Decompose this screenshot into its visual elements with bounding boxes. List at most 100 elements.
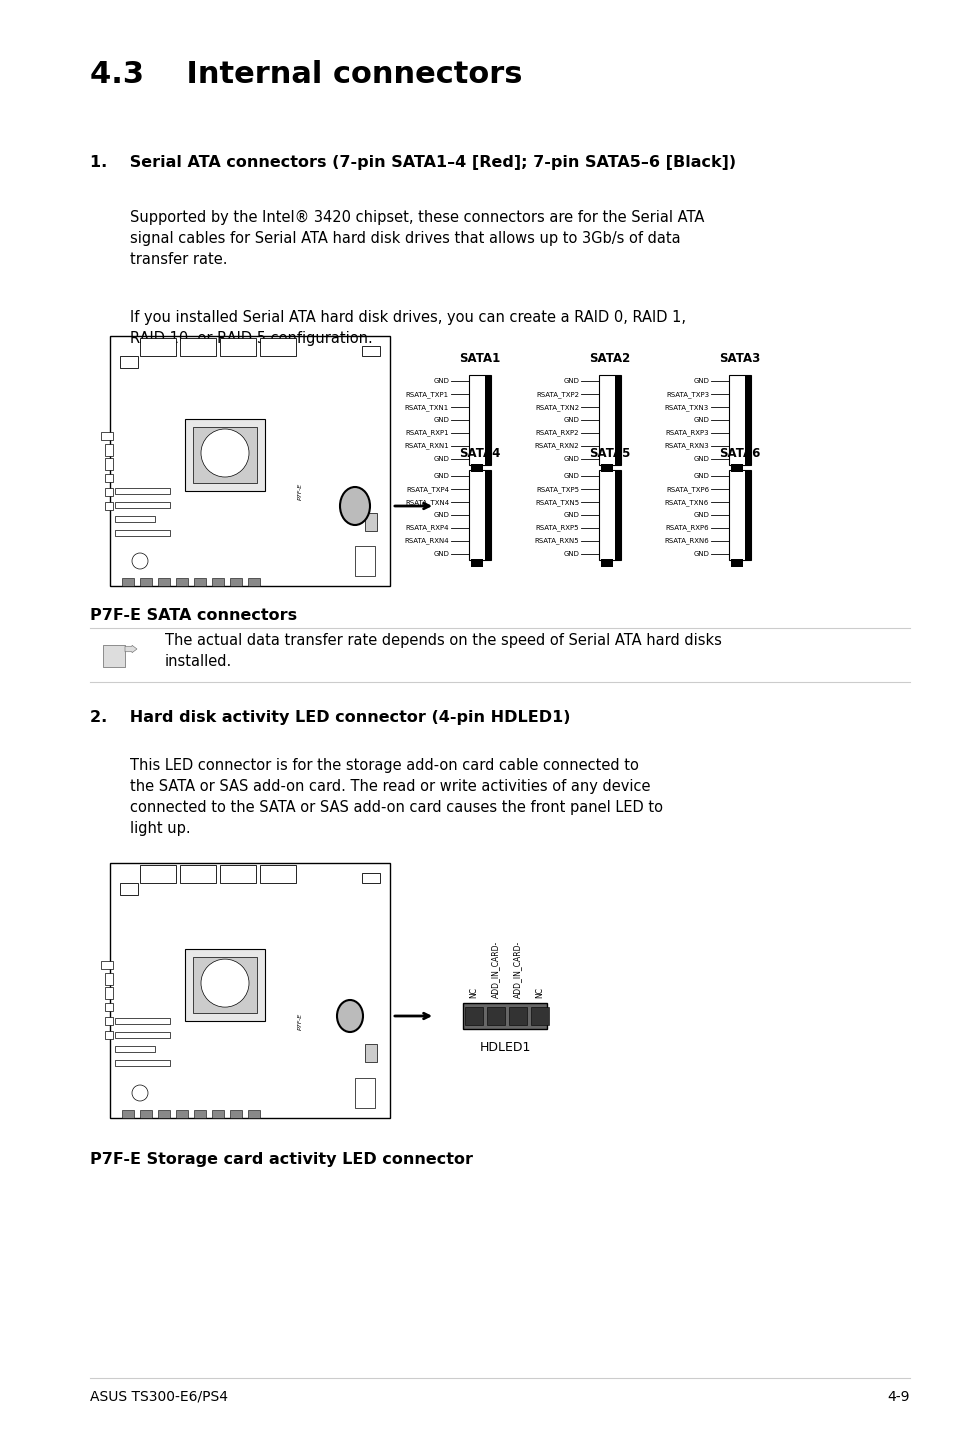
Text: GND: GND: [693, 417, 708, 423]
Bar: [230, 1110, 242, 1117]
Bar: [260, 338, 295, 357]
Text: HDLED1: HDLED1: [478, 1041, 530, 1054]
Circle shape: [201, 959, 249, 1007]
Bar: [122, 1110, 133, 1117]
Bar: [105, 457, 112, 470]
Text: RSATA_RXP3: RSATA_RXP3: [664, 430, 708, 436]
Bar: [115, 1045, 154, 1053]
Text: RSATA_RXN6: RSATA_RXN6: [663, 538, 708, 544]
Text: GND: GND: [693, 473, 708, 479]
Bar: [193, 578, 206, 587]
Bar: [115, 502, 170, 508]
Bar: [105, 487, 112, 496]
Bar: [260, 866, 295, 883]
Bar: [110, 863, 390, 1117]
Bar: [193, 427, 256, 483]
Bar: [175, 578, 188, 587]
Text: P7F-E SATA connectors: P7F-E SATA connectors: [90, 608, 296, 623]
Bar: [531, 1007, 548, 1025]
Bar: [180, 338, 215, 357]
Text: RSATA_TXP6: RSATA_TXP6: [665, 486, 708, 493]
Bar: [600, 559, 613, 567]
Bar: [355, 546, 375, 577]
Bar: [101, 431, 112, 440]
Circle shape: [201, 429, 249, 477]
Bar: [105, 444, 112, 456]
Text: ASUS TS300-E6/PS4: ASUS TS300-E6/PS4: [90, 1391, 228, 1403]
Text: RSATA_TXN6: RSATA_TXN6: [664, 499, 708, 506]
Text: 4.3    Internal connectors: 4.3 Internal connectors: [90, 60, 522, 89]
Text: RSATA_RXP4: RSATA_RXP4: [405, 525, 449, 531]
Text: RSATA_TXP4: RSATA_TXP4: [406, 486, 449, 493]
Bar: [361, 347, 379, 357]
Bar: [212, 578, 224, 587]
Text: ADD_IN_CARD-: ADD_IN_CARD-: [491, 940, 500, 998]
Bar: [598, 375, 620, 464]
Text: RSATA_RXP6: RSATA_RXP6: [664, 525, 708, 531]
Bar: [120, 357, 138, 368]
Text: SATA4: SATA4: [458, 447, 500, 460]
Text: RSATA_RXN5: RSATA_RXN5: [534, 538, 578, 544]
Text: RSATA_TXN3: RSATA_TXN3: [664, 404, 708, 410]
Bar: [365, 1044, 376, 1061]
Text: GND: GND: [433, 551, 449, 557]
Text: The actual data transfer rate depends on the speed of Serial ATA hard disks
inst: The actual data transfer rate depends on…: [165, 633, 721, 669]
Text: RSATA_RXN3: RSATA_RXN3: [663, 443, 708, 449]
Text: Supported by the Intel® 3420 chipset, these connectors are for the Serial ATA
si: Supported by the Intel® 3420 chipset, th…: [130, 210, 703, 267]
Text: RSATA_RXN1: RSATA_RXN1: [404, 443, 449, 449]
Text: GND: GND: [562, 417, 578, 423]
Text: GND: GND: [562, 551, 578, 557]
Bar: [140, 1110, 152, 1117]
Bar: [615, 470, 620, 559]
Text: P7F-E: P7F-E: [297, 1012, 303, 1030]
Bar: [122, 578, 133, 587]
Bar: [730, 464, 742, 472]
Text: NC: NC: [469, 986, 478, 998]
Text: RSATA_TXN5: RSATA_TXN5: [535, 499, 578, 506]
Text: NC: NC: [535, 986, 544, 998]
Bar: [105, 1017, 112, 1025]
Bar: [105, 502, 112, 510]
Bar: [185, 949, 265, 1021]
Text: This LED connector is for the storage add-on card cable connected to
the SATA or: This LED connector is for the storage ad…: [130, 758, 662, 835]
Text: SATA1: SATA1: [459, 352, 500, 365]
Text: GND: GND: [562, 456, 578, 462]
Bar: [115, 1060, 170, 1066]
Bar: [355, 1078, 375, 1109]
Text: RSATA_TXN4: RSATA_TXN4: [404, 499, 449, 506]
Bar: [464, 1007, 482, 1025]
Circle shape: [132, 1086, 148, 1102]
Text: RSATA_RXP5: RSATA_RXP5: [535, 525, 578, 531]
Bar: [600, 464, 613, 472]
Bar: [158, 1110, 170, 1117]
Bar: [462, 1002, 546, 1030]
Bar: [248, 1110, 260, 1117]
Ellipse shape: [336, 999, 363, 1032]
Text: RSATA_RXN2: RSATA_RXN2: [534, 443, 578, 449]
Text: RSATA_TXP1: RSATA_TXP1: [405, 391, 449, 398]
Text: RSATA_TXN1: RSATA_TXN1: [404, 404, 449, 410]
Text: RSATA_RXN4: RSATA_RXN4: [404, 538, 449, 544]
Text: RSATA_TXP3: RSATA_TXP3: [665, 391, 708, 398]
Text: RSATA_RXP2: RSATA_RXP2: [535, 430, 578, 436]
Bar: [175, 1110, 188, 1117]
Text: GND: GND: [693, 512, 708, 518]
Text: GND: GND: [693, 378, 708, 384]
Bar: [115, 531, 170, 536]
Bar: [484, 470, 491, 559]
Ellipse shape: [339, 487, 370, 525]
Text: GND: GND: [693, 551, 708, 557]
Text: SATA2: SATA2: [589, 352, 630, 365]
Text: RSATA_TXP2: RSATA_TXP2: [536, 391, 578, 398]
Bar: [471, 464, 482, 472]
Bar: [140, 578, 152, 587]
Bar: [158, 578, 170, 587]
Bar: [120, 883, 138, 894]
Text: 4-9: 4-9: [886, 1391, 909, 1403]
Bar: [728, 470, 750, 559]
Text: SATA3: SATA3: [719, 352, 760, 365]
Bar: [728, 375, 750, 464]
Bar: [220, 338, 255, 357]
Bar: [484, 375, 491, 464]
Text: GND: GND: [433, 456, 449, 462]
